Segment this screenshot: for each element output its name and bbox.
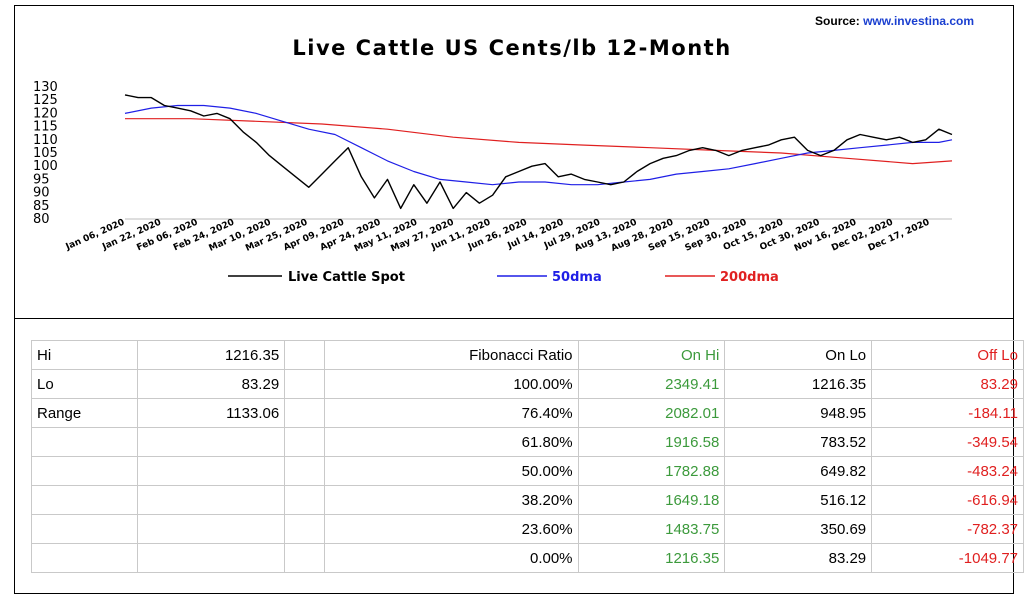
table-row: 50.00% 1782.88 649.82 -483.24 bbox=[30, 456, 1024, 486]
table-cell: 50.00% bbox=[324, 456, 579, 486]
source-url: www.investina.com bbox=[863, 14, 974, 28]
series-line-50dma bbox=[124, 104, 953, 186]
table-cell: 2082.01 bbox=[578, 398, 726, 428]
table-cell: Hi bbox=[30, 340, 139, 370]
y-tick-label: 80 bbox=[33, 212, 50, 227]
source-credit: Source: www.investina.com bbox=[815, 14, 974, 28]
table-row: Lo 83.29 100.00% 2349.41 1216.35 83.29 bbox=[30, 369, 1024, 399]
table-cell: On Lo bbox=[724, 340, 873, 370]
table-cell bbox=[284, 340, 325, 370]
table-cell bbox=[284, 398, 325, 428]
table-cell: -184.11 bbox=[871, 398, 1024, 428]
series-line-200dma bbox=[125, 118, 953, 165]
legend-label-50dma: 50dma bbox=[552, 270, 602, 285]
chart-frame bbox=[14, 5, 1014, 594]
table-cell: 1133.06 bbox=[137, 398, 286, 428]
chart-title: Live Cattle US Cents/lb 12-Month bbox=[292, 36, 732, 60]
table-row: 38.20% 1649.18 516.12 -616.94 bbox=[30, 485, 1024, 515]
table-cell: 23.60% bbox=[324, 514, 579, 544]
table-cell bbox=[284, 543, 325, 573]
table-row: Range 1133.06 76.40% 2082.01 948.95 -184.11 bbox=[30, 398, 1024, 428]
table-cell bbox=[137, 427, 286, 457]
table-cell: Off Lo bbox=[871, 340, 1024, 370]
source-label: Source: bbox=[815, 14, 860, 28]
y-tick-label: 90 bbox=[33, 186, 50, 201]
table-row: 23.60% 1483.75 350.69 -782.37 bbox=[30, 514, 1024, 544]
table-cell: 2349.41 bbox=[578, 369, 726, 399]
table-cell: 1782.88 bbox=[578, 456, 726, 486]
table-row: 0.00% 1216.35 83.29 -1049.77 bbox=[30, 543, 1024, 573]
table-cell: Fibonacci Ratio bbox=[324, 340, 579, 370]
table-cell bbox=[284, 456, 325, 486]
table-cell: 100.00% bbox=[324, 369, 579, 399]
y-tick-label: 120 bbox=[33, 106, 58, 121]
table-cell: -1049.77 bbox=[871, 543, 1024, 573]
section-divider bbox=[14, 318, 1014, 319]
table-cell: 1916.58 bbox=[578, 427, 726, 457]
series-line-live-cattle-spot bbox=[124, 94, 953, 210]
table-cell: 350.69 bbox=[724, 514, 873, 544]
table-cell bbox=[284, 427, 325, 457]
table-cell: -483.24 bbox=[871, 456, 1024, 486]
table-cell: 83.29 bbox=[871, 369, 1024, 399]
y-tick-label: 105 bbox=[33, 146, 58, 161]
table-cell: -349.54 bbox=[871, 427, 1024, 457]
table-cell: 1216.35 bbox=[137, 340, 286, 370]
table-cell: 516.12 bbox=[724, 485, 873, 515]
y-tick-label: 115 bbox=[33, 120, 58, 135]
table-cell bbox=[30, 456, 139, 486]
table-cell: 38.20% bbox=[324, 485, 579, 515]
table-row: Hi 1216.35 Fibonacci Ratio On Hi On Lo Off Lo bbox=[30, 340, 1024, 370]
table-cell: 83.29 bbox=[137, 369, 286, 399]
table-cell: Range bbox=[30, 398, 139, 428]
table-cell bbox=[284, 485, 325, 515]
fibonacci-table: Hi 1216.35 Fibonacci Ratio On Hi On Lo Off Lo… bbox=[30, 340, 1024, 573]
table-cell: On Hi bbox=[578, 340, 726, 370]
y-tick-label: 85 bbox=[33, 199, 50, 214]
table-cell: -616.94 bbox=[871, 485, 1024, 515]
table-cell bbox=[137, 543, 286, 573]
table-cell: -782.37 bbox=[871, 514, 1024, 544]
table-cell: 1649.18 bbox=[578, 485, 726, 515]
table-cell bbox=[284, 369, 325, 399]
table-cell bbox=[30, 514, 139, 544]
table-cell bbox=[30, 485, 139, 515]
table-cell: 649.82 bbox=[724, 456, 873, 486]
table-row: 61.80% 1916.58 783.52 -349.54 bbox=[30, 427, 1024, 457]
table-cell: 948.95 bbox=[724, 398, 873, 428]
legend-label-live-cattle-spot: Live Cattle Spot bbox=[288, 270, 405, 285]
table-cell: 783.52 bbox=[724, 427, 873, 457]
y-tick-label: 125 bbox=[33, 93, 58, 108]
y-tick-label: 130 bbox=[33, 80, 58, 95]
table-cell: 83.29 bbox=[724, 543, 873, 573]
table-cell: Lo bbox=[30, 369, 139, 399]
table-cell bbox=[284, 514, 325, 544]
table-cell bbox=[30, 543, 139, 573]
table-cell bbox=[30, 427, 139, 457]
table-cell bbox=[137, 456, 286, 486]
table-cell: 1216.35 bbox=[578, 543, 726, 573]
table-cell: 61.80% bbox=[324, 427, 579, 457]
legend-label-200dma: 200dma bbox=[720, 270, 779, 285]
table-cell: 1483.75 bbox=[578, 514, 726, 544]
table-cell: 0.00% bbox=[324, 543, 579, 573]
table-cell: 76.40% bbox=[324, 398, 579, 428]
table-cell: 1216.35 bbox=[724, 369, 873, 399]
table-cell bbox=[137, 485, 286, 515]
table-cell bbox=[137, 514, 286, 544]
y-tick-label: 110 bbox=[33, 133, 58, 148]
y-tick-label: 95 bbox=[33, 172, 50, 187]
y-tick-label: 100 bbox=[33, 159, 58, 174]
